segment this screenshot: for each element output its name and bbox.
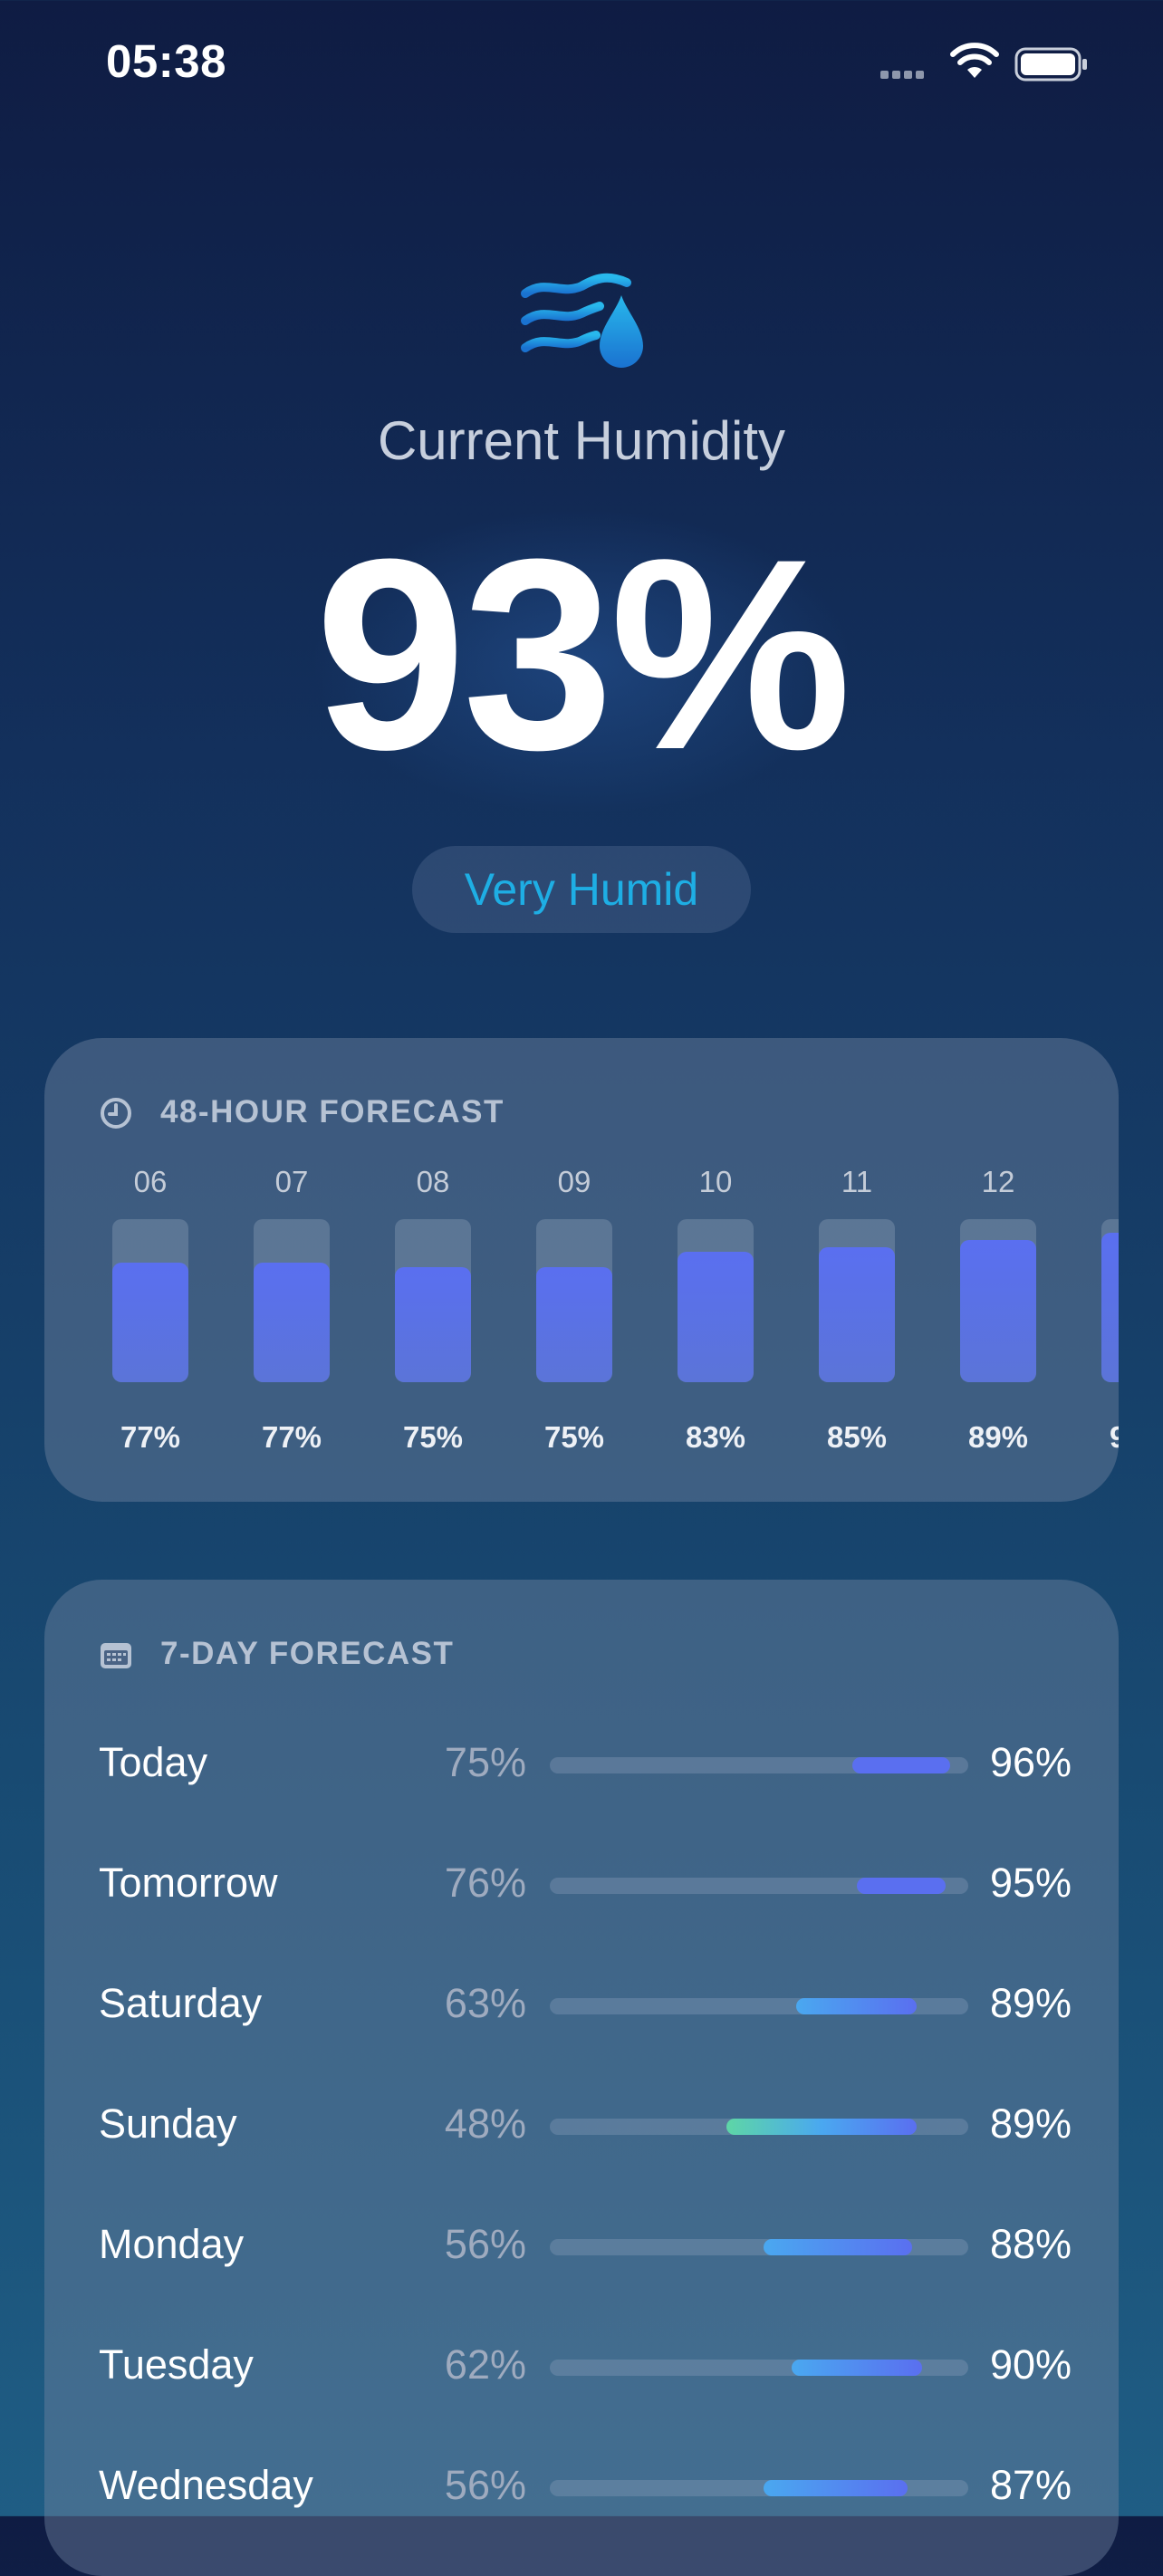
hour-value: 89% — [967, 1420, 1029, 1454]
day-range-bar — [796, 1998, 917, 2014]
day-range-bar — [857, 1878, 946, 1894]
day-row[interactable]: Monday 56% 88% — [99, 2214, 1077, 2277]
day-name: Tomorrow — [99, 1860, 278, 1906]
day-low: 56% — [444, 2221, 526, 2267]
day-range-track — [550, 1878, 968, 1894]
day-row[interactable]: Saturday 63% 89% — [99, 1973, 1077, 2036]
hero-glow — [310, 507, 853, 815]
humidity-drop-icon — [521, 273, 643, 368]
day-high: 88% — [990, 2221, 1072, 2267]
hour-bar-track — [536, 1219, 612, 1382]
hourly-forecast-title: 48-HOUR FORECAST — [160, 1094, 505, 1129]
day-name: Sunday — [99, 2100, 237, 2147]
day-low: 62% — [444, 2341, 526, 2388]
hourly-forecast-card: 48-HOUR FORECAST 06 77% 07 77% 08 75% 09 75% 10 8… — [44, 1038, 1119, 1502]
hour-label: 11 — [841, 1165, 873, 1198]
hour-value: 77% — [261, 1420, 322, 1454]
status-time: 05:38 — [106, 35, 226, 87]
day-low: 75% — [444, 1739, 526, 1785]
status-bar: 05:38 — [0, 0, 1163, 127]
hour-bar-track — [254, 1219, 330, 1382]
hour-bar — [254, 1263, 330, 1382]
day-name: Wednesday — [99, 2462, 313, 2508]
hour-bar — [819, 1247, 895, 1382]
day-high: 95% — [990, 1860, 1072, 1906]
day-high: 89% — [990, 2100, 1072, 2147]
hour-bar — [536, 1267, 612, 1382]
hour-bar-track — [395, 1219, 471, 1382]
hour-bar — [960, 1240, 1036, 1382]
day-row[interactable]: Wednesday 56% 87% — [99, 2455, 1077, 2518]
weekly-forecast-title: 7-DAY FORECAST — [160, 1636, 455, 1671]
wifi-icon — [950, 43, 999, 78]
hour-label: 12 — [981, 1165, 1015, 1198]
current-humidity-value: 93% — [314, 502, 851, 806]
hour-bar — [1101, 1233, 1119, 1382]
hour-value: 77% — [120, 1420, 181, 1454]
day-high: 89% — [990, 1980, 1072, 2026]
day-high: 90% — [990, 2341, 1072, 2388]
day-name: Tuesday — [99, 2341, 254, 2388]
humidity-status-badge: Very Humid — [412, 846, 751, 933]
day-high: 87% — [990, 2462, 1072, 2508]
hour-value: 83% — [685, 1420, 746, 1454]
day-range-bar — [764, 2480, 908, 2496]
clock-icon — [101, 1098, 131, 1129]
day-range-track — [550, 2360, 968, 2376]
hour-value: 75% — [402, 1420, 464, 1454]
day-row[interactable]: Tuesday 62% 90% — [99, 2334, 1077, 2398]
hour-bar-track — [1101, 1219, 1119, 1382]
hour-bar — [678, 1252, 754, 1382]
day-range-track — [550, 2239, 968, 2255]
hour-bar-track — [112, 1219, 188, 1382]
day-row[interactable]: Tomorrow 76% 95% — [99, 1852, 1077, 1916]
hour-bar-track — [960, 1219, 1036, 1382]
day-low: 76% — [444, 1860, 526, 1906]
day-range-bar — [792, 2360, 922, 2376]
day-row[interactable]: Sunday 48% 89% — [99, 2093, 1077, 2157]
day-low: 63% — [444, 1980, 526, 2026]
day-row[interactable]: Today 75% 96% — [99, 1732, 1077, 1795]
calendar-icon — [101, 1643, 131, 1668]
hour-label: 09 — [557, 1165, 591, 1198]
hour-value: 75% — [543, 1420, 605, 1454]
hour-label: 08 — [416, 1165, 450, 1198]
battery-icon — [1014, 47, 1087, 82]
current-humidity-label: Current Humidity — [377, 410, 786, 471]
hour-label: 07 — [274, 1165, 309, 1198]
hour-bar — [395, 1267, 471, 1382]
day-name: Saturday — [99, 1980, 263, 2026]
day-high: 96% — [990, 1739, 1072, 1785]
day-name: Monday — [99, 2221, 245, 2267]
hour-label: 06 — [133, 1165, 168, 1198]
day-range-track — [550, 2480, 968, 2496]
day-range-bar — [764, 2239, 912, 2255]
day-range-track — [550, 1998, 968, 2014]
day-name: Today — [99, 1739, 208, 1785]
day-low: 48% — [444, 2100, 526, 2147]
hour-label: 13 — [1094, 1165, 1119, 1199]
day-low: 56% — [444, 2462, 526, 2508]
hour-bar — [112, 1263, 188, 1382]
hour-value: 85% — [826, 1420, 888, 1454]
hour-bar-track — [819, 1219, 895, 1382]
hour-bar-track — [678, 1219, 754, 1382]
cellular-signal-icon — [880, 67, 935, 79]
day-range-bar — [852, 1757, 950, 1773]
day-range-bar — [726, 2119, 917, 2135]
weekly-forecast-card: 7-DAY FORECAST Today 75% 96% Tomorrow 76% 95%… — [44, 1580, 1119, 2576]
hour-value: 93% — [1109, 1420, 1119, 1454]
day-range-track — [550, 1757, 968, 1773]
hour-label: 10 — [698, 1165, 733, 1198]
day-range-track — [550, 2119, 968, 2135]
